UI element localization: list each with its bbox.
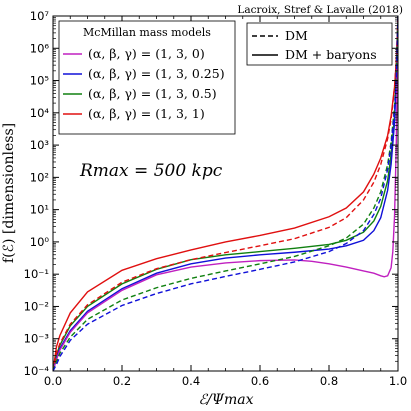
x-tick-label: 0.6 [251,374,269,388]
legend-models: McMillan mass models (α, β, γ) = (1, 3, … [58,20,236,135]
y-tick-label: 10⁻¹ [24,267,49,281]
legend-style-label: DM + baryons [285,47,377,62]
legend-model-label: (α, β, γ) = (1, 3, 1) [88,106,205,121]
rmax-annotation: Rmax = 500 kpc [79,161,223,181]
x-axis-label: ℰ/Ψmax [199,392,254,408]
y-tick-label: 10⁻² [24,299,49,313]
y-tick-label: 10² [30,170,49,184]
legend-model-label: (α, β, γ) = (1, 3, 0) [88,46,205,61]
legend-style-entries: DM DM + baryons [252,28,377,62]
legend-model-label: (α, β, γ) = (1, 3, 0.5) [88,86,217,101]
plot-lines [53,16,398,371]
series-line-model-2-dm [53,16,398,371]
x-tick-label: 1.0 [389,374,407,388]
y-tick-label: 10⁻⁴ [24,364,50,378]
legend-model-entries: (α, β, γ) = (1, 3, 0) (α, β, γ) = (1, 3, … [63,46,225,121]
legend-model-label: (α, β, γ) = (1, 3, 0.25) [88,66,225,81]
y-axis-label: f(ℰ) [dimensionless] [1,123,17,263]
legend-models-box [58,20,236,135]
legend-styles: DM DM + baryons [246,22,393,66]
series-line-model-1-dm-baryons [53,16,398,371]
series-line-model-1-dm [53,16,398,371]
legend-style-label: DM [285,28,308,43]
chart-credit: Lacroix, Stref & Lavalle (2018) [237,4,403,16]
y-tick-label: 10¹ [30,203,49,217]
legend-models-title: McMillan mass models [83,26,211,39]
legend-styles-box [246,22,393,66]
series-line-model-0-dm-baryons [53,16,398,371]
series-line-model-3-dm [53,16,398,371]
x-tick-label: 0.0 [44,374,62,388]
axis-ticks [52,15,399,372]
x-tick-labels: 0.0 0.2 0.4 0.6 0.8 1.0 [44,374,407,388]
y-tick-label: 10⁰ [30,235,50,249]
y-tick-label: 10³ [30,138,50,152]
series-line-model-2-dm-baryons [53,16,398,371]
x-tick-label: 0.2 [113,374,131,388]
y-tick-label: 10⁷ [30,9,50,23]
y-tick-label: 10⁴ [30,106,50,120]
x-tick-label: 0.8 [320,374,338,388]
y-tick-labels: 10⁻⁴ 10⁻³ 10⁻² 10⁻¹ 10⁰ 10¹ 10² 10³ 10⁴ 10⁵ 10⁶ 10⁷ [24,9,50,378]
x-tick-label: 0.4 [182,374,200,388]
y-tick-label: 10⁻³ [24,332,50,346]
y-tick-label: 10⁶ [30,41,50,55]
y-tick-label: 10⁵ [30,74,50,88]
